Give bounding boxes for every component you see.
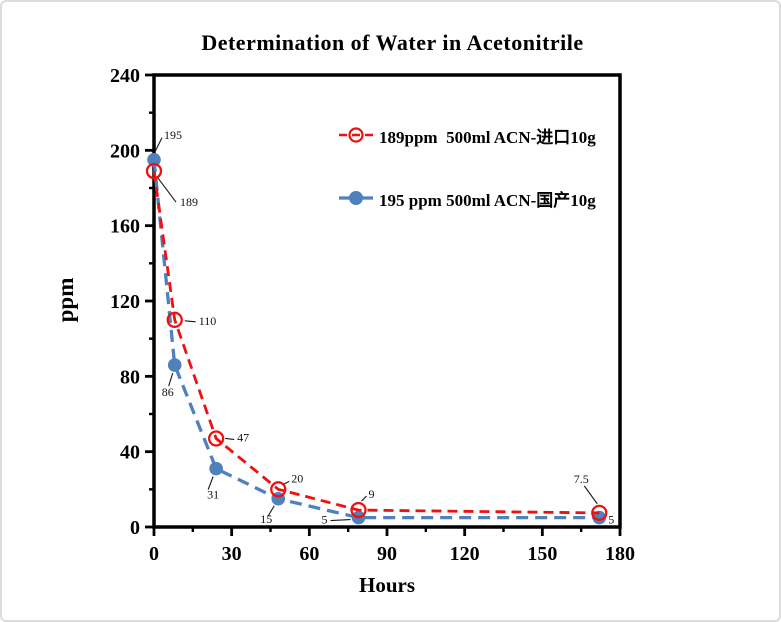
data-point-label: 5: [322, 513, 328, 527]
data-point-label: 7.5: [574, 472, 589, 486]
y-axis-label: ppm: [53, 277, 78, 323]
legend-item-domestic: 195 ppm 500ml ACN-国产10g: [338, 187, 596, 210]
data-point-label: 31: [207, 488, 219, 502]
data-point-label: 86: [162, 385, 174, 399]
plot-frame: [152, 73, 622, 529]
x-tick-label: 90: [377, 543, 397, 565]
y-tick-label: 200: [110, 140, 140, 162]
legend-marker-imported-icon: [339, 127, 373, 143]
y-tick-label: 40: [120, 442, 140, 464]
data-point-marker: [147, 152, 161, 167]
data-point-marker: [167, 358, 182, 372]
data-point-label: 15: [260, 512, 272, 526]
point-label-leader: [583, 485, 598, 505]
data-point-marker: [207, 430, 225, 447]
point-label-leader: [225, 437, 235, 441]
y-tick-label: 160: [110, 216, 140, 238]
legend-item-imported: 189ppm 500ml ACN-进口10g: [338, 124, 596, 147]
data-point-marker: [166, 311, 183, 328]
data-point-label: 20: [291, 471, 303, 485]
y-tick-label: 120: [110, 291, 140, 313]
data-point-label: 110: [199, 314, 217, 328]
x-tick-label: 180: [605, 543, 635, 565]
y-tick-label: 0: [130, 517, 140, 539]
point-label-leader: [154, 137, 163, 152]
legend-label-domestic: 195 ppm 500ml ACN-国产10g: [379, 190, 596, 210]
data-point-marker: [591, 504, 608, 522]
x-tick-label: 120: [450, 543, 480, 565]
chart-title: Determination of Water in Acetonitrile: [201, 30, 584, 55]
point-label-leader: [330, 519, 351, 522]
point-label-leader: [168, 372, 174, 387]
point-label-leader: [267, 505, 275, 517]
legend: 189ppm 500ml ACN-进口10g 195 ppm 500ml ACN…: [338, 124, 596, 210]
series-line-domestic: [152, 159, 600, 520]
y-tick-label: 80: [120, 366, 140, 388]
data-point-label: 9: [369, 487, 375, 501]
legend-open-circle-icon: [348, 127, 364, 143]
data-point-marker: [270, 481, 287, 498]
data-point-label: 47: [237, 430, 249, 444]
point-label-leader: [283, 480, 290, 485]
data-point-label: 5: [608, 513, 614, 527]
data-point-label: 195: [164, 128, 182, 142]
point-label-leader: [184, 320, 196, 323]
legend-label-imported: 189ppm 500ml ACN-进口10g: [379, 127, 596, 147]
x-tick-label: 30: [222, 543, 242, 565]
data-point-marker: [350, 501, 367, 519]
point-label-leader: [361, 495, 367, 502]
data-point-marker: [145, 162, 163, 180]
point-label-leader: [157, 177, 177, 203]
x-tick-label: 60: [299, 543, 319, 565]
legend-marker-domestic-icon: [339, 191, 373, 205]
data-point-label: 189: [180, 195, 198, 209]
x-tick-label: 150: [527, 543, 557, 565]
series-line-imported: [152, 170, 600, 515]
legend-filled-circle-icon: [349, 191, 363, 205]
x-axis-label: Hours: [358, 573, 415, 597]
data-point-marker: [209, 461, 223, 476]
point-label-leader: [207, 476, 214, 490]
y-tick-label: 240: [110, 65, 140, 87]
x-tick-label: 0: [149, 543, 159, 565]
